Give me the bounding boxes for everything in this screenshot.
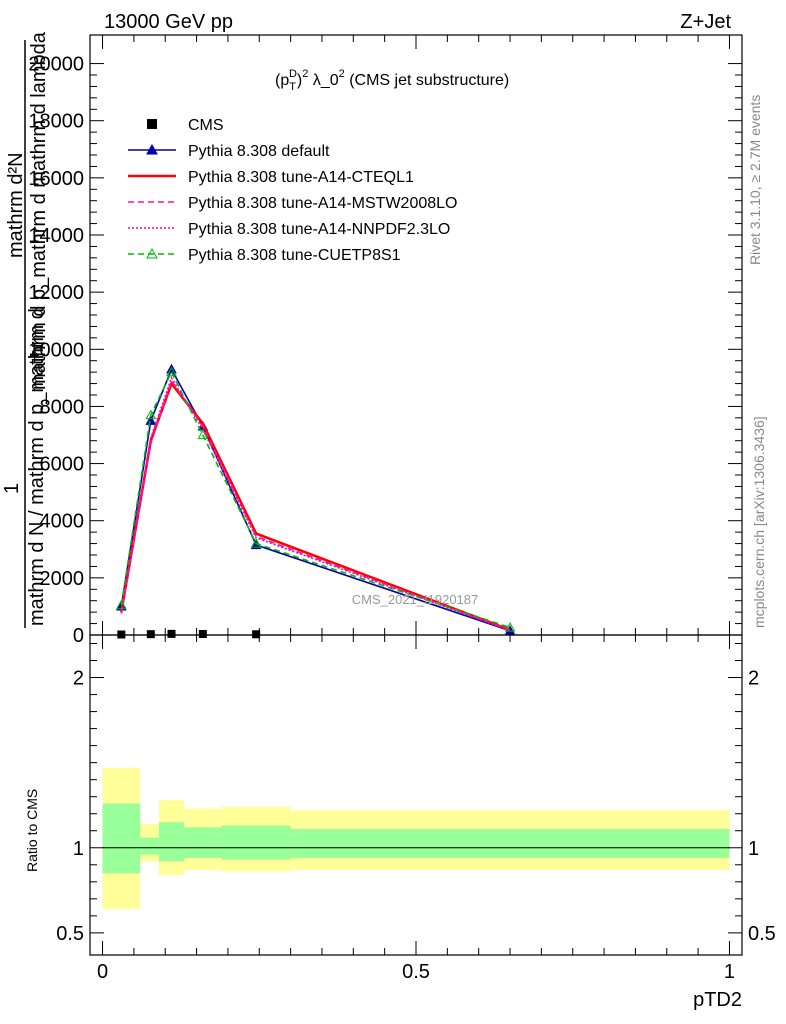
cms-point-1 xyxy=(146,630,155,639)
ratio-ytick-label-right-0: 0.5 xyxy=(748,923,776,945)
ylabel-top: mathrm d²N xyxy=(5,152,27,258)
series-marker-5-3 xyxy=(197,429,209,440)
legend-label-0: CMS xyxy=(188,117,224,134)
legend-label-3: Pythia 8.308 tune-A14-MSTW2008LO xyxy=(188,195,457,212)
main-ytick-label-10: 20000 xyxy=(28,54,84,76)
ratio-xtick-label-0: 0 xyxy=(97,961,108,983)
main-ytick-label-8: 16000 xyxy=(28,168,84,190)
process-label: Z+Jet xyxy=(680,11,731,33)
x-axis-label: pTD2 xyxy=(693,989,742,1011)
ratio-xtick-label-2: 1 xyxy=(724,961,735,983)
series-marker-5-2 xyxy=(166,366,177,377)
mcplots-label: mcplots.cern.ch [arXiv:1306.3436] xyxy=(751,416,767,628)
series-marker-5-0 xyxy=(115,599,127,610)
legend-label-4: Pythia 8.308 tune-A14-NNPDF2.3LO xyxy=(188,221,450,238)
main-ylabel: mathrm d²N mathrm d p_mathrm d mathrm d … xyxy=(1,31,50,628)
series-marker-5-5 xyxy=(504,622,516,632)
ratio-band-green-3 xyxy=(184,827,222,858)
main-panel: 0 2000 4000 6000 8000 10000 12000 14000 16000 180… xyxy=(28,34,743,647)
cms-point-2 xyxy=(167,629,176,638)
analysis-watermark: CMS_2021_I1920187 xyxy=(352,592,479,607)
ratio-band-green-4 xyxy=(221,825,291,860)
ratio-panel: 0 0.5 1 0.5 0.5 1 1 2 2 xyxy=(56,634,776,983)
ratio-band-green-0 xyxy=(102,803,141,874)
main-ytick-label-9: 18000 xyxy=(28,111,84,133)
ratio-ytick-label-right-1: 1 xyxy=(748,838,759,860)
energy-label: 13000 GeV pp xyxy=(104,11,233,33)
ratio-xtick-label-1: 0.5 xyxy=(402,961,430,983)
ratio-ytick-label-left-0: 0.5 xyxy=(56,923,84,945)
series-marker-1-1 xyxy=(145,415,157,425)
ratio-band-green-1 xyxy=(140,837,159,855)
main-ytick-label-6: 12000 xyxy=(28,282,84,304)
legend-marker-0 xyxy=(147,119,157,129)
series-marker-5-1 xyxy=(145,409,157,420)
ylabel-mid: mathrm d p_mathrm d mathrm d lambda xyxy=(28,31,50,390)
series-marker-5-4 xyxy=(250,538,262,548)
legend-label-1: Pythia 8.308 default xyxy=(188,143,330,160)
series-marker-1-2 xyxy=(166,363,177,374)
ratio-frame xyxy=(89,634,743,956)
legend: CMS Pythia 8.308 default Pythia 8.308 tune… xyxy=(128,117,457,264)
ylabel-bottom: mathrm d N / mathrm d p_mathrm d xyxy=(26,308,48,626)
main-ytick-label-1: 2000 xyxy=(40,568,85,590)
cms-point-3 xyxy=(198,630,207,638)
legend-marker-1 xyxy=(146,143,158,155)
main-ytick-label-2: 4000 xyxy=(40,511,85,533)
main-ytick-label-4: 8000 xyxy=(40,396,85,418)
main-ytick-label-3: 6000 xyxy=(40,454,85,476)
legend-marker-5 xyxy=(146,247,158,259)
rivet-label: Rivet 3.1.10, ≥ 2.7M events xyxy=(747,95,763,265)
cms-point-4 xyxy=(252,630,261,639)
legend-label-2: Pythia 8.308 tune-A14-CTEQL1 xyxy=(188,169,414,186)
main-ytick-label-0: 0 xyxy=(73,625,84,647)
ratio-ytick-label-left-1: 1 xyxy=(73,838,84,860)
ylabel-one: 1 xyxy=(1,483,23,494)
series-line-5 xyxy=(120,370,511,629)
ratio-ylabel: Ratio to CMS xyxy=(24,789,40,872)
series-line-3 xyxy=(120,378,511,631)
ratio-ytick-label-left-2: 2 xyxy=(73,668,84,690)
main-ytick-label-7: 14000 xyxy=(28,225,84,247)
ratio-band-green-5 xyxy=(290,829,730,858)
ratio-band-green-2 xyxy=(158,822,185,862)
plot-title: (pTD)2 λ_02 (CMS jet substructure) xyxy=(275,68,509,93)
main-ytick-label-5: 10000 xyxy=(28,339,84,361)
ratio-ytick-label-right-2: 2 xyxy=(748,668,759,690)
legend-label-5: Pythia 8.308 tune-CUETP8S1 xyxy=(188,247,401,264)
